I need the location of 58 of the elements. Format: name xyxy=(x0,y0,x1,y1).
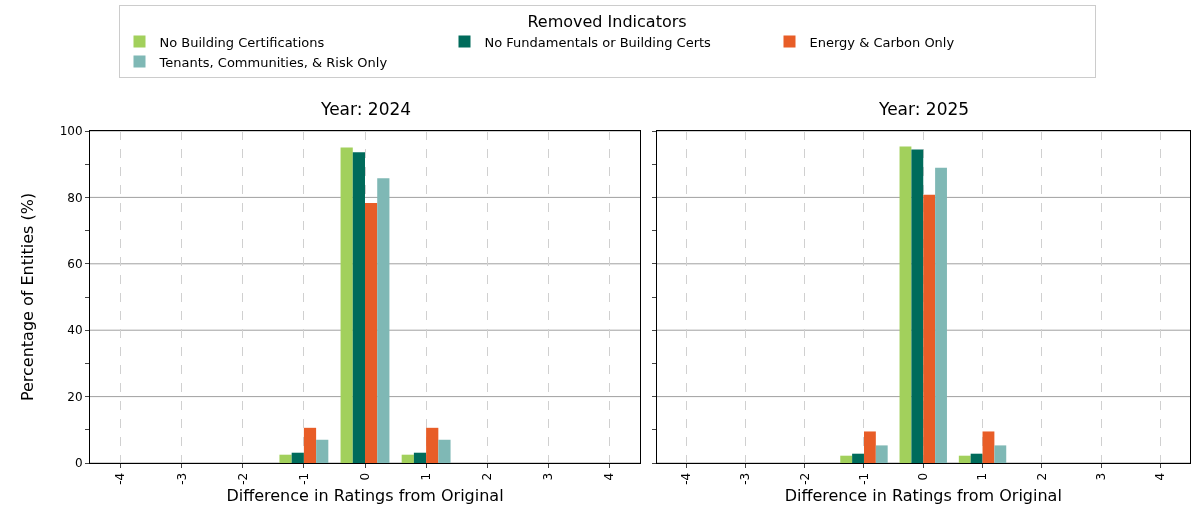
x-tick-label: -1 xyxy=(856,472,871,485)
x-tick-label: 4 xyxy=(602,472,617,481)
x-tick-label: -1 xyxy=(296,472,311,485)
chart-title: Year: 2025 xyxy=(878,99,970,119)
y-tick-label: 80 xyxy=(67,190,83,205)
x-axis-title: Difference in Ratings from Original xyxy=(226,486,504,506)
y-axis-title: Percentage of Entities (%) xyxy=(17,192,37,402)
legend-label: No Fundamentals or Building Certs xyxy=(484,34,712,50)
bar xyxy=(935,167,947,463)
x-tick-label: -3 xyxy=(174,472,189,485)
legend-label: Energy & Carbon Only xyxy=(809,34,955,50)
x-tick-label: 2 xyxy=(480,472,495,481)
bar xyxy=(426,427,439,463)
bar xyxy=(413,452,427,463)
bar xyxy=(316,439,329,463)
x-tick-label: 0 xyxy=(916,472,931,481)
bar xyxy=(291,452,304,463)
bar xyxy=(911,149,924,463)
x-tick-label: 3 xyxy=(541,472,556,481)
x-tick-label: 1 xyxy=(975,472,990,481)
x-tick-label: -2 xyxy=(797,472,812,485)
bar xyxy=(994,445,1007,463)
y-tick-label: 0 xyxy=(74,456,83,471)
legend-label: Tenants, Communities, & Risk Only xyxy=(158,54,388,70)
y-tick-label: 40 xyxy=(67,323,83,338)
x-tick-label: -2 xyxy=(235,472,250,485)
x-tick-label: 2 xyxy=(1034,472,1049,481)
bar xyxy=(340,147,353,463)
bar xyxy=(840,455,853,463)
bar xyxy=(970,453,983,463)
bar xyxy=(438,439,451,463)
chart-title: Year: 2024 xyxy=(320,99,412,119)
legend-label: No Building Certifications xyxy=(159,34,325,50)
bar xyxy=(279,454,292,463)
x-tick-label: 0 xyxy=(357,472,372,481)
x-tick-label: -4 xyxy=(679,472,694,485)
bar xyxy=(899,146,912,463)
bar xyxy=(303,427,317,463)
bar xyxy=(982,431,995,463)
bar xyxy=(352,152,365,463)
x-tick-label: 1 xyxy=(419,472,434,481)
bar xyxy=(377,178,390,463)
bar xyxy=(401,454,414,463)
bar xyxy=(923,194,936,463)
x-tick-label: 3 xyxy=(1093,472,1108,481)
x-tick-label: -3 xyxy=(738,472,753,485)
y-tick-label: 100 xyxy=(59,124,83,139)
bar xyxy=(365,203,378,463)
bar xyxy=(852,453,864,463)
x-axis-title: Difference in Ratings from Original xyxy=(784,486,1062,506)
y-tick-label: 60 xyxy=(67,257,83,271)
x-tick-label: 4 xyxy=(1153,472,1168,481)
y-tick-label: 20 xyxy=(67,389,83,404)
bar xyxy=(875,445,888,463)
x-tick-label: -4 xyxy=(113,472,128,485)
legend-title: Removed Indicators xyxy=(527,11,687,31)
bar xyxy=(863,431,876,463)
bar xyxy=(958,455,971,463)
